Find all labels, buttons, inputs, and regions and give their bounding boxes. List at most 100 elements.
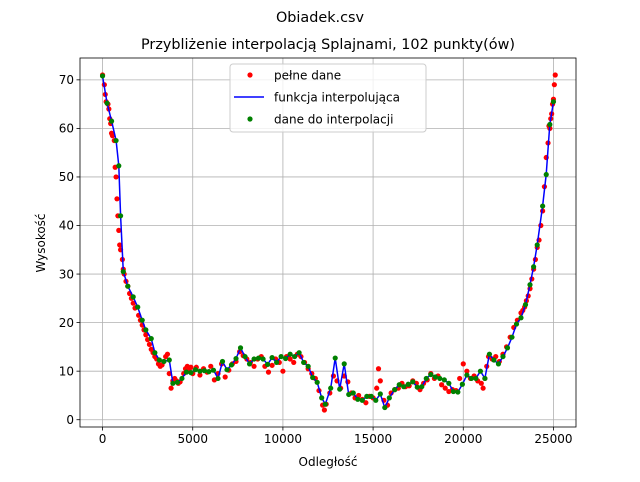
interpolation-point	[337, 386, 343, 392]
interpolation-point	[197, 368, 203, 374]
interpolation-point	[513, 321, 520, 327]
interpolation-point	[156, 357, 162, 363]
interpolation-point	[264, 361, 271, 367]
interpolation-point	[120, 269, 126, 275]
interpolation-point	[242, 353, 248, 360]
interpolation-point	[332, 355, 338, 361]
interpolation-point	[392, 387, 398, 393]
plot-area	[99, 72, 558, 413]
interpolation-point	[143, 327, 149, 333]
interpolation-point	[364, 393, 370, 400]
interpolation-point	[464, 372, 470, 378]
interpolation-point	[386, 395, 392, 401]
full-data-point	[269, 362, 275, 368]
interpolation-point	[509, 334, 515, 340]
interpolation-point	[401, 384, 407, 390]
interpolation-point	[477, 368, 484, 374]
interpolation-point	[423, 375, 429, 382]
interpolation-point	[296, 350, 302, 356]
legend-label-full-data: pełne dane	[274, 69, 341, 83]
interpolation-point	[319, 395, 325, 401]
full-data-point	[321, 407, 327, 413]
full-data-point	[197, 372, 203, 378]
full-data-point	[460, 361, 466, 367]
interpolation-point	[273, 359, 280, 366]
full-data-point	[552, 72, 558, 78]
interpolation-point	[414, 384, 420, 390]
y-axis-label: Wysokość	[34, 213, 48, 272]
interpolation-point	[410, 379, 416, 385]
full-data-point	[374, 385, 380, 391]
y-tick-label: 30	[59, 267, 74, 281]
axes-frame	[79, 57, 577, 428]
interpolation-point	[482, 375, 488, 382]
interpolation-point	[174, 379, 180, 385]
interpolation-point	[117, 213, 124, 219]
y-tick-label: 50	[59, 170, 74, 184]
interpolation-point	[305, 363, 311, 369]
full-data-point	[480, 385, 486, 391]
interpolation-point	[419, 384, 425, 390]
interpolation-point	[491, 357, 497, 363]
interpolation-point	[450, 388, 456, 395]
full-data-point	[356, 392, 362, 399]
y-tick-label: 70	[59, 73, 74, 87]
interpolation-point	[130, 294, 136, 300]
interpolation-point	[246, 361, 253, 367]
legend-label-interpolation: funkcja interpolująca	[274, 91, 400, 105]
interpolation-point	[322, 401, 328, 407]
interpolation-point	[368, 393, 374, 400]
x-tick-label: 5000	[177, 432, 208, 446]
interpolation-point	[441, 377, 447, 383]
interpolation-point	[328, 385, 334, 391]
interpolation-point	[113, 137, 119, 144]
interpolation-point	[210, 367, 217, 373]
interpolation-point	[543, 171, 549, 178]
interpolation-point	[179, 375, 185, 382]
y-tick-label: 0	[66, 413, 74, 427]
interpolation-point	[183, 369, 190, 375]
legend: pełne dane funkcja interpolująca dane do…	[229, 63, 427, 133]
interpolation-point	[228, 362, 235, 368]
interpolation-point	[104, 100, 110, 106]
interpolation-point	[437, 375, 443, 382]
full-data-point	[117, 242, 123, 248]
full-data-point	[168, 385, 174, 391]
interpolation-point	[540, 203, 546, 209]
full-data-point	[375, 366, 382, 372]
full-data-point	[130, 300, 136, 306]
full-data-point	[464, 368, 470, 374]
interpolation-point	[473, 375, 479, 382]
interpolation-point	[170, 380, 176, 386]
full-data-point	[222, 374, 228, 380]
full-data-point	[116, 227, 122, 233]
interpolation-point	[518, 315, 524, 321]
interpolation-point	[219, 358, 226, 365]
interpolation-point	[428, 371, 434, 378]
interpolation-point	[152, 350, 158, 356]
interpolation-point	[125, 283, 131, 289]
full-data-point	[251, 363, 257, 369]
interpolation-point	[161, 358, 167, 365]
interpolation-point	[310, 374, 316, 381]
x-tick-label: 0	[99, 432, 107, 446]
full-data-point	[208, 363, 214, 369]
interpolation-point	[237, 345, 244, 351]
x-tick-label: 20000	[444, 432, 482, 446]
interpolation-point	[135, 304, 141, 310]
interpolation-point	[432, 374, 438, 380]
figure-suptitle: Obiadek.csv	[276, 10, 365, 26]
interpolation-point	[346, 391, 352, 398]
interpolation-point	[547, 121, 553, 128]
interpolation-point	[116, 163, 122, 169]
interpolation-point	[531, 264, 537, 270]
legend-marker-interp-points	[247, 116, 253, 122]
x-tick-label: 10000	[264, 432, 302, 446]
interpolation-point	[260, 356, 266, 362]
interpolation-point	[468, 375, 474, 382]
interpolation-point	[192, 367, 199, 373]
interpolation-point	[550, 99, 557, 105]
full-data-point	[146, 341, 153, 348]
interpolation-point	[495, 361, 502, 367]
